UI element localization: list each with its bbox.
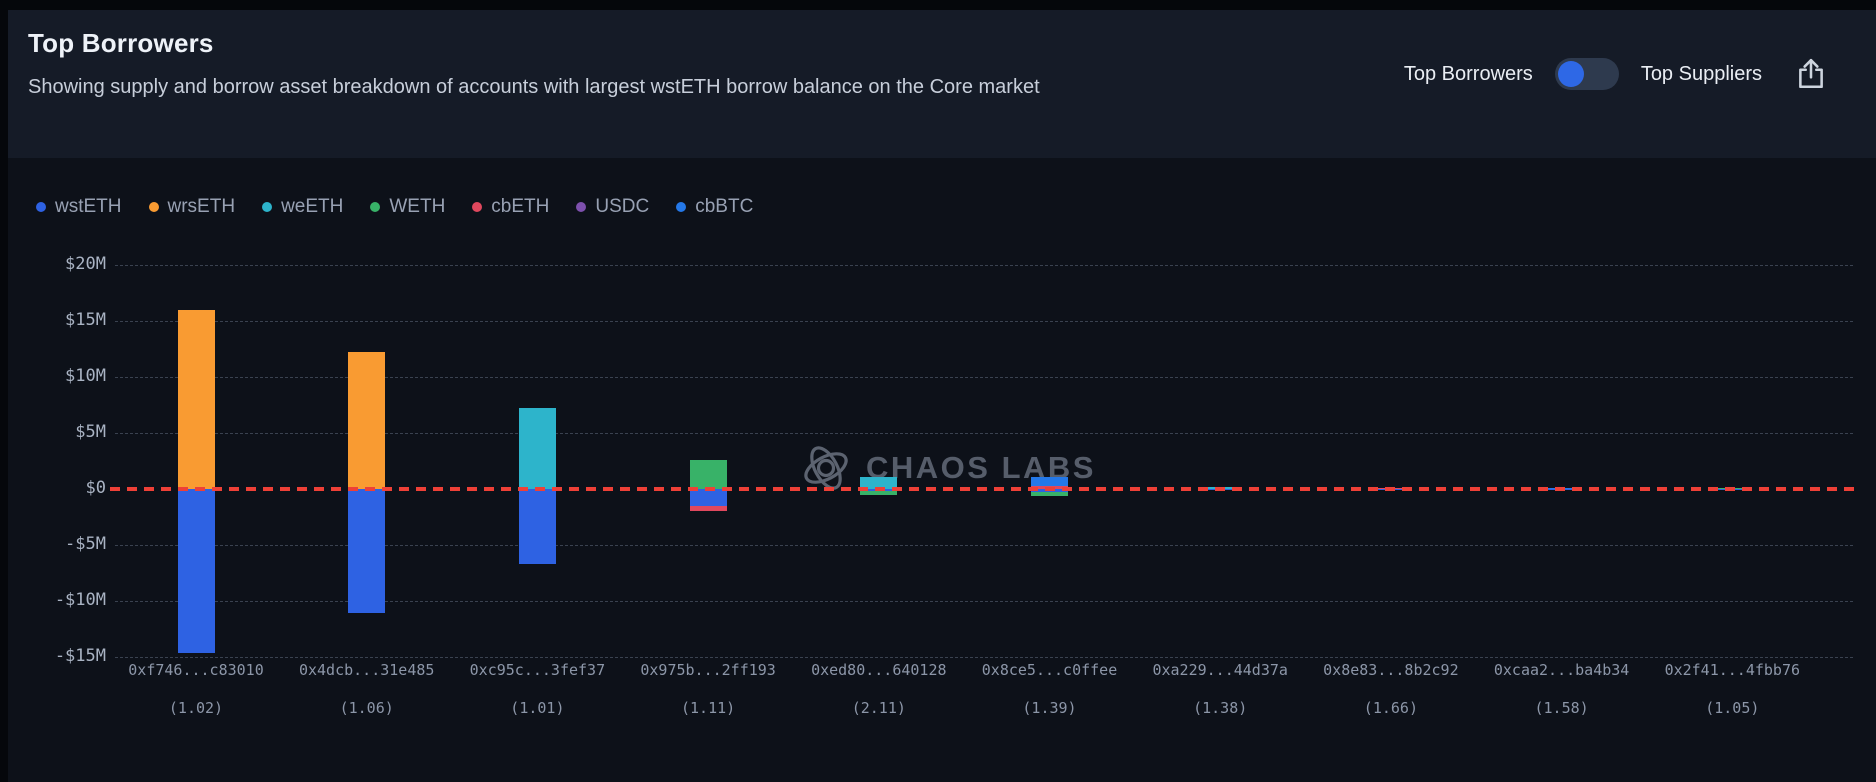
bar-segment-supply-cbBTC[interactable]: [1031, 476, 1068, 486]
bar-segment-supply-WETH[interactable]: [689, 459, 727, 489]
gridline-$5M: [115, 433, 1853, 434]
bar-segment-borrow-wstETH[interactable]: [689, 489, 727, 507]
legend-item-wstETH[interactable]: wstETH: [36, 196, 122, 218]
bar-segment-borrow-WETH[interactable]: [860, 491, 898, 495]
chart-legend: wstETH wrsETH weETH WETH cbETH USDC cbBTC: [36, 196, 753, 218]
x-label-address: 0x8e83...8b2c92: [1323, 661, 1459, 679]
legend-label: wstETH: [55, 196, 122, 217]
x-label-ratio: (1.05): [1705, 699, 1760, 717]
legend-item-USDC[interactable]: USDC: [576, 196, 649, 218]
legend-label: wrsETH: [167, 196, 236, 217]
zero-baseline: [110, 487, 1856, 491]
view-toggle-group: Top Borrowers Top Suppliers: [1404, 0, 1828, 148]
bar-segment-supply-weETH[interactable]: [860, 477, 898, 489]
toggle-label-top-borrowers[interactable]: Top Borrowers: [1403, 62, 1533, 85]
x-label-address: 0xf746...c83010: [128, 661, 264, 679]
legend-dot-icon: [676, 202, 687, 212]
x-label-address: 0x975b...2ff193: [640, 661, 776, 679]
x-label-address: 0xc95c...3fef37: [469, 661, 606, 679]
x-label-ratio: (1.01): [510, 699, 565, 717]
y-tick-$15M: $15M: [65, 310, 106, 330]
toggle-knob: [1557, 61, 1584, 87]
legend-item-wrsETH[interactable]: wrsETH: [148, 196, 236, 218]
legend-label: WETH: [389, 196, 446, 217]
legend-dot-icon: [148, 202, 159, 212]
bar-segment-borrow-cbETH[interactable]: [689, 506, 727, 512]
bar-segment-borrow-WETH[interactable]: [1031, 491, 1068, 496]
gridline--$15M: [115, 657, 1853, 658]
bar-segment-supply-wrsETH[interactable]: [348, 352, 386, 489]
share-export-icon: [1799, 58, 1823, 89]
toggle-label-top-suppliers[interactable]: Top Suppliers: [1640, 62, 1762, 85]
bar-segment-borrow-wstETH[interactable]: [177, 489, 215, 653]
y-tick-$5M: $5M: [75, 422, 106, 442]
x-label-ratio: (1.66): [1363, 699, 1418, 717]
page-title: Top Borrowers: [28, 28, 214, 58]
x-label-ratio: (1.02): [168, 699, 224, 717]
x-label-ratio: (1.06): [339, 699, 394, 717]
x-label-address: 0xed80...640128: [811, 661, 947, 679]
y-tick-$0: $0: [85, 478, 106, 498]
legend-dot-icon: [576, 202, 587, 212]
page-subtitle: Showing supply and borrow asset breakdow…: [28, 76, 1040, 98]
y-tick-$10M: $10M: [65, 366, 106, 386]
x-label-ratio: (1.38): [1193, 699, 1248, 717]
bar-segment-supply-wrsETH[interactable]: [177, 309, 215, 489]
bar-segment-supply-weETH[interactable]: [518, 408, 556, 489]
gridline-$20M: [115, 265, 1853, 266]
legend-label: cbETH: [491, 196, 550, 217]
gridline-$10M: [115, 377, 1853, 378]
borrowers-suppliers-toggle[interactable]: [1554, 58, 1619, 90]
gridline--$10M: [115, 601, 1853, 602]
y-tick-$20M: $20M: [65, 254, 106, 274]
legend-item-weETH[interactable]: weETH: [262, 196, 343, 218]
export-button[interactable]: [1794, 56, 1828, 92]
x-label-ratio: (1.58): [1534, 699, 1589, 717]
bar-segment-borrow-wstETH[interactable]: [348, 489, 386, 614]
legend-label: cbBTC: [695, 196, 754, 217]
bar-segment-borrow-wstETH[interactable]: [518, 489, 556, 565]
gridline--$5M: [115, 545, 1853, 546]
legend-label: weETH: [281, 196, 344, 217]
x-label-address: 0x2f41...4fbb76: [1664, 661, 1801, 679]
legend-item-cbETH[interactable]: cbETH: [472, 196, 549, 218]
y-tick--$5M: -$5M: [65, 534, 106, 554]
legend-dot-icon: [370, 202, 381, 212]
y-tick--$15M: -$15M: [54, 646, 106, 666]
legend-dot-icon: [36, 202, 46, 212]
legend-label: USDC: [595, 196, 650, 217]
x-label-ratio: (1.11): [681, 699, 736, 717]
x-label-address: 0x4dcb...31e485: [298, 661, 435, 679]
x-label-ratio: (2.11): [851, 699, 906, 717]
legend-item-WETH[interactable]: WETH: [370, 196, 445, 218]
chart-panel: [8, 158, 1876, 782]
legend-dot-icon: [262, 202, 273, 212]
x-label-address: 0xa229...44d37a: [1152, 661, 1288, 679]
legend-item-cbBTC[interactable]: cbBTC: [676, 196, 753, 218]
x-label-ratio: (1.39): [1022, 699, 1077, 717]
legend-dot-icon: [472, 202, 483, 212]
y-tick--$10M: -$10M: [54, 590, 106, 610]
gridline-$15M: [115, 321, 1853, 322]
x-label-address: 0xcaa2...ba4b34: [1493, 661, 1630, 679]
x-label-address: 0x8ce5...c0ffee: [981, 661, 1118, 679]
